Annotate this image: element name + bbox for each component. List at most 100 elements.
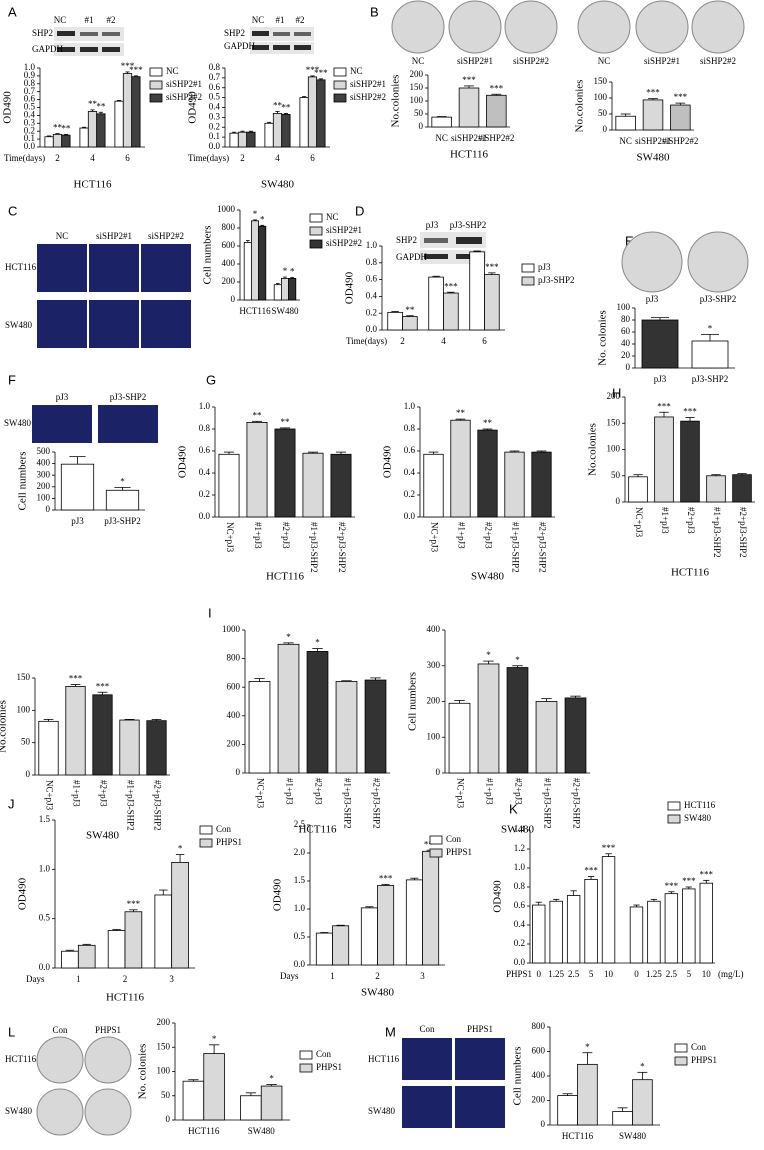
panel-label: D bbox=[355, 203, 364, 218]
significance: * bbox=[178, 844, 183, 854]
bar bbox=[114, 100, 124, 148]
x-tick-label: NC+pJ3 bbox=[634, 507, 644, 538]
legend-swatch bbox=[674, 1043, 688, 1053]
bar bbox=[422, 850, 440, 966]
x-tick-label: 3 bbox=[420, 971, 425, 981]
y-tick-label: 0 bbox=[616, 496, 621, 506]
fluorescence-image bbox=[89, 244, 139, 292]
legend-label: siSHP2#1 bbox=[350, 79, 386, 89]
y-axis-label: OD490 bbox=[177, 445, 189, 478]
y-tick-label: 0.2 bbox=[24, 125, 35, 135]
category-axis-label: PHPS1 bbox=[506, 969, 532, 979]
y-tick-label: 0 bbox=[26, 769, 31, 779]
y-tick-label: 0 bbox=[603, 124, 608, 134]
legend-swatch bbox=[309, 239, 323, 249]
y-tick-label: 1.0 bbox=[294, 903, 306, 913]
x-tick-label: #1+pJ3 bbox=[71, 780, 81, 807]
x-tick-label: 1 bbox=[76, 974, 81, 984]
bar bbox=[387, 311, 403, 331]
bar bbox=[364, 679, 387, 774]
y-tick-label: 0.6 bbox=[199, 445, 211, 455]
y-axis-label: Cell numbers bbox=[512, 1047, 524, 1106]
bar bbox=[405, 879, 423, 966]
y-tick-label: 200 bbox=[227, 738, 241, 748]
y-tick-label: 0.0 bbox=[514, 957, 526, 967]
x-tick-label: #2+pJ3 bbox=[513, 778, 523, 805]
y-tick-label: 0.4 bbox=[199, 467, 211, 477]
bar bbox=[601, 856, 616, 964]
y-axis-label: Cell numbers bbox=[202, 226, 214, 285]
y-axis-label: No.colonies bbox=[574, 80, 586, 133]
significance: * bbox=[120, 476, 125, 486]
colony-plate bbox=[504, 0, 558, 54]
image-label: siSHP2#2 bbox=[700, 56, 736, 66]
bar bbox=[612, 1111, 633, 1126]
significance: ** bbox=[53, 123, 63, 133]
legend-swatch bbox=[674, 1056, 688, 1066]
y-axis-label: Cell numbers bbox=[17, 452, 29, 511]
significance: ** bbox=[281, 417, 291, 427]
legend-swatch bbox=[299, 1063, 313, 1073]
y-tick-label: 0 bbox=[231, 294, 236, 304]
x-tick-label: siSHP2#1 bbox=[635, 136, 671, 146]
x-axis-label: HCT116 bbox=[450, 149, 489, 161]
bar bbox=[641, 319, 679, 369]
image-label: NC bbox=[598, 56, 611, 66]
y-axis-label: No.colonies bbox=[390, 75, 402, 128]
legend-label: siSHP2#2 bbox=[166, 92, 202, 102]
y-tick-label: 100 bbox=[157, 1066, 171, 1076]
image-label: siSHP2#2 bbox=[148, 231, 184, 241]
legend-swatch bbox=[429, 835, 443, 845]
x-tick-label: #1+pJ3 bbox=[484, 778, 494, 805]
x-tick-label: #2+pJ3-SHP2 bbox=[152, 780, 162, 831]
bar bbox=[302, 452, 324, 518]
bar bbox=[182, 1080, 205, 1121]
legend-label: NC bbox=[326, 212, 339, 222]
bar bbox=[77, 944, 96, 969]
x-tick-label: 4 bbox=[275, 153, 280, 163]
bar bbox=[299, 97, 309, 148]
image-label: Con bbox=[419, 1024, 435, 1034]
x-tick-label: pJ3 bbox=[71, 516, 84, 526]
row-label: SW480 bbox=[5, 1106, 33, 1116]
category-axis-label: Days bbox=[280, 971, 299, 981]
legend-label: NC bbox=[166, 66, 179, 76]
x-tick-label: #1+pJ3-SHP2 bbox=[342, 778, 352, 829]
y-tick-label: 0 bbox=[46, 504, 51, 514]
significance: *** bbox=[657, 401, 671, 411]
x-axis-label: SW480 bbox=[261, 179, 295, 191]
y-tick-label: 0.7 bbox=[209, 72, 221, 82]
significance: *** bbox=[69, 674, 83, 684]
row-label: HCT116 bbox=[5, 262, 37, 272]
y-tick-label: 0.4 bbox=[404, 467, 416, 477]
x-tick-label: NC+pJ3 bbox=[255, 778, 265, 809]
legend-label: pJ3-SHP2 bbox=[538, 275, 575, 285]
y-tick-label: 0.5 bbox=[294, 931, 306, 941]
y-tick-label: 100 bbox=[17, 704, 31, 714]
lane-label: #2 bbox=[107, 15, 116, 25]
y-tick-label: 200 bbox=[532, 1095, 546, 1105]
fluorescence-image bbox=[141, 300, 191, 348]
y-tick-label: 400 bbox=[227, 710, 241, 720]
bar bbox=[288, 277, 297, 301]
x-tick-label: 0 bbox=[634, 969, 639, 979]
blot-label: SHP2 bbox=[396, 235, 417, 245]
y-tick-label: 200 bbox=[607, 391, 621, 401]
bar bbox=[171, 862, 189, 969]
bar bbox=[535, 701, 558, 774]
bar bbox=[315, 932, 333, 966]
significance: *** bbox=[682, 876, 696, 886]
y-tick-label: 0.0 bbox=[199, 511, 211, 521]
y-tick-label: 0.8 bbox=[514, 881, 526, 891]
x-tick-label: #1+pJ3-SHP2 bbox=[510, 522, 520, 573]
y-tick-label: 1.0 bbox=[39, 863, 51, 873]
y-tick-label: 100 bbox=[617, 302, 631, 312]
bar bbox=[458, 87, 480, 128]
image-label: PHPS1 bbox=[467, 1024, 493, 1034]
significance: *** bbox=[674, 92, 688, 102]
row-label: HCT116 bbox=[368, 1054, 400, 1064]
y-tick-label: 0.2 bbox=[199, 489, 210, 499]
significance: ** bbox=[483, 418, 493, 428]
y-tick-label: 0 bbox=[236, 767, 241, 777]
lane-label: #2 bbox=[296, 15, 305, 25]
